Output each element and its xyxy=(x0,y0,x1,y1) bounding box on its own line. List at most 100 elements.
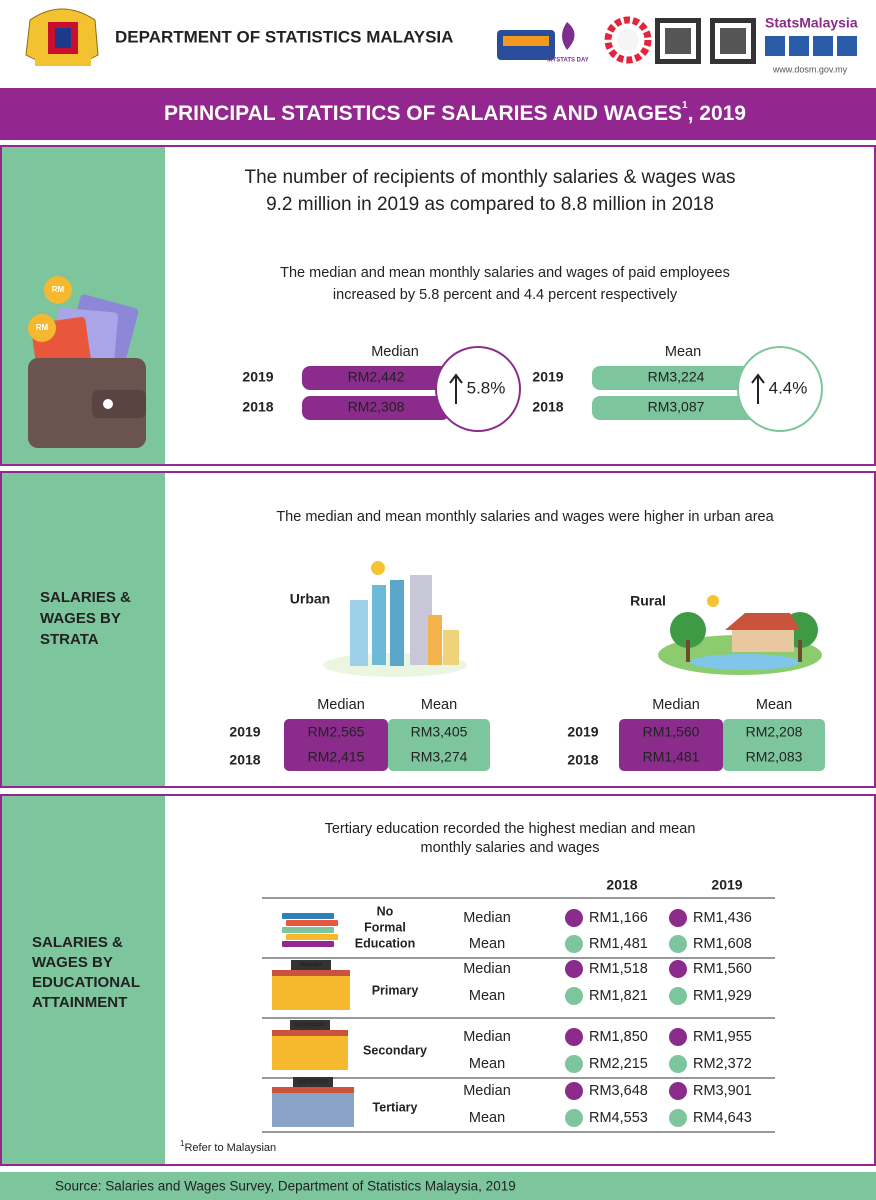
value: RM1,821 xyxy=(589,988,648,1004)
subline: increased by 5.8 percent and 4.4 percent… xyxy=(333,287,678,303)
level-name: Tertiary xyxy=(373,1100,418,1114)
column-header: Mean xyxy=(421,697,457,713)
value: RM3,648 xyxy=(589,1083,648,1099)
headline: Tertiary education recorded the highest … xyxy=(325,821,696,837)
school-sign: PRIMARY xyxy=(300,962,324,968)
value: RM1,560 xyxy=(693,961,752,977)
legend-dot xyxy=(565,935,583,953)
title: PRINCIPAL STATISTICS OF SALARIES AND WAG… xyxy=(164,100,746,125)
change-circle xyxy=(737,346,823,432)
school-sign-board xyxy=(291,960,331,970)
median-value: RM2,415 xyxy=(308,749,365,765)
footnote: 1Refer to Malaysian xyxy=(180,1139,276,1154)
side-label: WAGES BY xyxy=(40,610,121,627)
organization: DEPARTMENT OF STATISTICS MALAYSIA xyxy=(115,27,453,46)
value-bar xyxy=(592,366,760,390)
book xyxy=(286,920,338,926)
value-bar xyxy=(302,396,450,420)
measure-label: Mean xyxy=(469,1110,505,1126)
value: RM1,481 xyxy=(589,936,648,952)
mean-value: RM2,083 xyxy=(746,749,803,765)
side-label: SALARIES & xyxy=(32,934,123,951)
value: RM4,553 xyxy=(589,1110,648,1126)
side-label: ATTAINMENT xyxy=(32,994,127,1011)
legend-dot xyxy=(565,909,583,927)
value: RM2,215 xyxy=(589,1056,648,1072)
source: Source: Salaries and Wages Survey, Depar… xyxy=(55,1179,516,1194)
mean-box xyxy=(388,719,490,771)
coin-label: RM xyxy=(36,323,49,332)
value: RM1,955 xyxy=(693,1029,752,1045)
value: RM2,372 xyxy=(693,1056,752,1072)
coin xyxy=(44,276,72,304)
legend-dot xyxy=(669,1109,687,1127)
legend-dot xyxy=(565,1028,583,1046)
footnote-text: Refer to Malaysian xyxy=(184,1142,276,1154)
change: 5.8% xyxy=(467,378,506,397)
up-arrow xyxy=(449,373,463,404)
value: RM1,850 xyxy=(589,1029,648,1045)
crest xyxy=(25,8,99,66)
value: RM1,518 xyxy=(589,961,648,977)
median-box xyxy=(284,719,388,771)
legend-dot xyxy=(565,960,583,978)
school-roof xyxy=(272,970,350,976)
rural-icon xyxy=(658,595,822,675)
up-arrow xyxy=(751,373,765,404)
school-roof xyxy=(272,1087,354,1093)
book xyxy=(282,927,334,933)
title-year: , 2019 xyxy=(688,102,746,125)
year-label: 2019 xyxy=(532,369,563,385)
level-name: No xyxy=(377,904,394,918)
level-name: Primary xyxy=(372,983,419,997)
year-label: 2018 xyxy=(229,752,260,768)
school-building xyxy=(272,1036,348,1070)
value: RM1,436 xyxy=(693,910,752,926)
value: RM1,929 xyxy=(693,988,752,1004)
book xyxy=(282,913,334,919)
book xyxy=(282,941,334,947)
legend-dot xyxy=(669,987,687,1005)
school-sign: UNIVERSITY xyxy=(298,1079,329,1085)
year-label: 2018 xyxy=(242,399,273,415)
value: RM2,442 xyxy=(348,369,405,385)
partner-logos xyxy=(497,16,857,64)
value-bar xyxy=(302,366,450,390)
urban-icon xyxy=(323,561,467,677)
value: RM3,901 xyxy=(693,1083,752,1099)
value: RM3,224 xyxy=(648,369,705,385)
website: www.dosm.gov.my xyxy=(772,64,848,74)
value: RM4,643 xyxy=(693,1110,752,1126)
value: RM3,087 xyxy=(648,399,705,415)
wallet-icon xyxy=(28,294,146,448)
level-name: Formal xyxy=(364,920,406,934)
median-value: RM1,481 xyxy=(643,749,700,765)
median-value: RM1,560 xyxy=(643,724,700,740)
legend-dot xyxy=(565,1109,583,1127)
legend-dot xyxy=(669,909,687,927)
value: RM2,308 xyxy=(348,399,405,415)
mean-box xyxy=(723,719,825,771)
value: RM1,608 xyxy=(693,936,752,952)
school-sign-board xyxy=(293,1077,333,1087)
year-header: 2019 xyxy=(711,877,742,893)
legend-dot xyxy=(669,935,687,953)
legend-dot xyxy=(669,1028,687,1046)
measure-label: Median xyxy=(463,1029,511,1045)
coin-label: RM xyxy=(52,285,65,294)
column-header: Median xyxy=(652,697,700,713)
school-sign: SECONDARY xyxy=(294,1022,326,1028)
footnote-mark: 1 xyxy=(180,1139,185,1148)
title-banner xyxy=(0,88,876,140)
measure-label: Median xyxy=(463,961,511,977)
legend-dot xyxy=(669,1055,687,1073)
legend-dot xyxy=(669,1082,687,1100)
title-footnote-mark: 1 xyxy=(682,100,688,111)
legend-dot xyxy=(565,1055,583,1073)
legend-dot xyxy=(565,1082,583,1100)
measure-label: Mean xyxy=(469,988,505,1004)
median-value: RM2,565 xyxy=(308,724,365,740)
measure-label: Median xyxy=(463,1083,511,1099)
mean-value: RM3,405 xyxy=(411,724,468,740)
